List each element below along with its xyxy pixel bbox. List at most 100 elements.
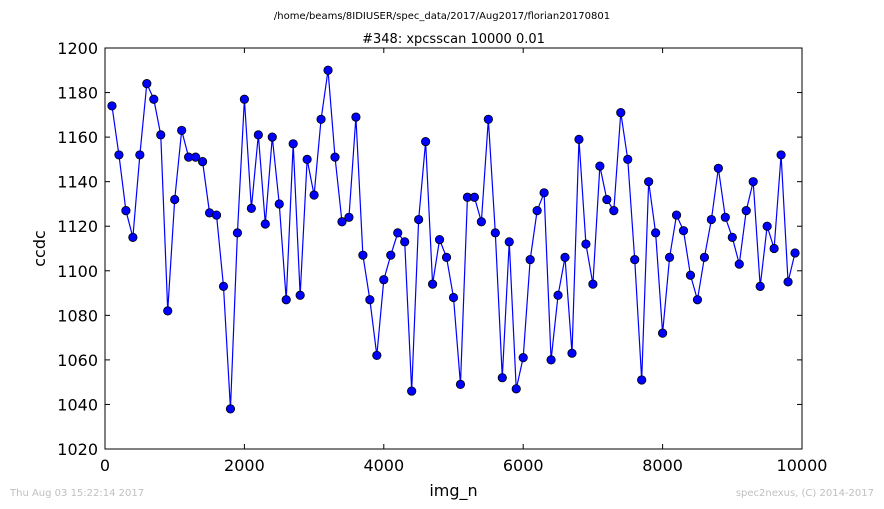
data-point <box>379 275 389 285</box>
data-point <box>232 228 243 238</box>
footer-timestamp: Thu Aug 03 15:22:14 2017 <box>10 488 145 499</box>
data-point <box>400 237 410 247</box>
x-axis-label: img_n <box>429 481 477 501</box>
data-point <box>748 177 758 187</box>
data-point <box>637 375 647 385</box>
data-point <box>253 130 263 140</box>
plot-frame <box>104 47 803 450</box>
data-point <box>567 348 577 358</box>
data-point <box>260 219 270 229</box>
footer-credit: spec2nexus, (C) 2014-2017 <box>735 488 874 499</box>
data-point <box>149 94 159 104</box>
y-tick-label: 1140 <box>57 173 98 192</box>
data-point <box>407 386 417 396</box>
data-point <box>239 94 249 104</box>
data-point <box>553 290 563 300</box>
data-point <box>483 114 493 124</box>
data-point <box>323 65 333 75</box>
data-point <box>511 384 521 394</box>
data-point <box>218 281 229 291</box>
plot-area: 0 2000 4000 6000 8000 10000 1020 1040 1060 1080 11… <box>57 39 827 475</box>
data-point <box>776 150 786 160</box>
data-point <box>358 250 368 260</box>
data-point <box>386 250 396 260</box>
x-tick-label: 6000 <box>503 456 544 475</box>
data-point <box>623 154 633 164</box>
data-point <box>706 214 716 225</box>
data-point <box>699 252 710 263</box>
data-point <box>177 125 187 136</box>
data-point <box>469 192 480 202</box>
data-point <box>769 243 779 254</box>
data-point <box>671 210 682 220</box>
x-tick-label: 2000 <box>224 456 265 475</box>
y-tick-label: 1060 <box>57 351 98 370</box>
data-point <box>337 217 347 227</box>
data-point <box>121 206 131 216</box>
data-point <box>295 290 305 300</box>
data-point <box>713 163 723 173</box>
data-point <box>302 154 312 164</box>
data-point <box>191 152 201 162</box>
data-point <box>755 281 765 291</box>
data-point <box>455 379 466 389</box>
data-point <box>588 279 598 289</box>
data-point <box>211 210 222 220</box>
y-tick-label: 1180 <box>57 84 98 103</box>
data-point <box>790 248 800 258</box>
data-point <box>372 350 382 361</box>
data-point <box>434 234 445 245</box>
data-point <box>142 79 152 89</box>
chart-title: #348: xpcsscan 10000 0.01 <box>362 32 545 47</box>
data-point <box>344 212 354 222</box>
data-point <box>497 373 507 383</box>
data-point <box>762 221 772 231</box>
y-tick-label: 1080 <box>57 306 98 325</box>
x-tick-label: 8000 <box>642 456 683 475</box>
data-point <box>197 157 208 167</box>
data-point <box>128 232 138 242</box>
data-point <box>734 259 744 269</box>
data-point <box>135 150 145 160</box>
data-point <box>602 194 612 205</box>
data-point <box>609 206 619 216</box>
file-path-header: /home/beams/8IDIUSER/spec_data/2017/Aug2… <box>274 11 610 22</box>
x-tick-label: 10000 <box>777 456 828 475</box>
data-point <box>504 237 514 247</box>
y-tick-label: 1020 <box>57 440 98 459</box>
data-point <box>616 108 626 118</box>
y-tick-label: 1100 <box>57 262 98 281</box>
data-point <box>267 132 277 142</box>
data-point <box>651 228 661 238</box>
data-point <box>664 252 675 263</box>
data-point <box>414 214 424 225</box>
data-point <box>351 112 361 122</box>
y-tick-label: 1200 <box>57 39 98 58</box>
y-tick-label: 1040 <box>57 395 98 414</box>
data-point <box>490 228 500 238</box>
data-point <box>727 232 737 242</box>
data-point <box>107 101 117 111</box>
data-point <box>685 270 696 280</box>
y-tick-label: 1160 <box>57 128 98 147</box>
data-point <box>581 239 591 249</box>
data-point <box>657 328 668 338</box>
data-point <box>532 206 542 216</box>
data-point <box>114 150 124 160</box>
data-point <box>156 130 166 140</box>
x-tick-label: 0 <box>100 456 110 475</box>
data-point <box>427 279 438 289</box>
data-point <box>274 199 284 209</box>
data-point <box>525 255 535 265</box>
data-point <box>365 295 375 305</box>
data-point <box>692 295 703 305</box>
data-point <box>560 252 570 263</box>
data-point <box>783 277 793 287</box>
data-point <box>421 136 431 147</box>
data-point <box>330 152 340 162</box>
data-point <box>595 161 605 171</box>
data-point <box>288 139 298 149</box>
data-point <box>309 190 319 200</box>
data-point <box>630 255 640 265</box>
